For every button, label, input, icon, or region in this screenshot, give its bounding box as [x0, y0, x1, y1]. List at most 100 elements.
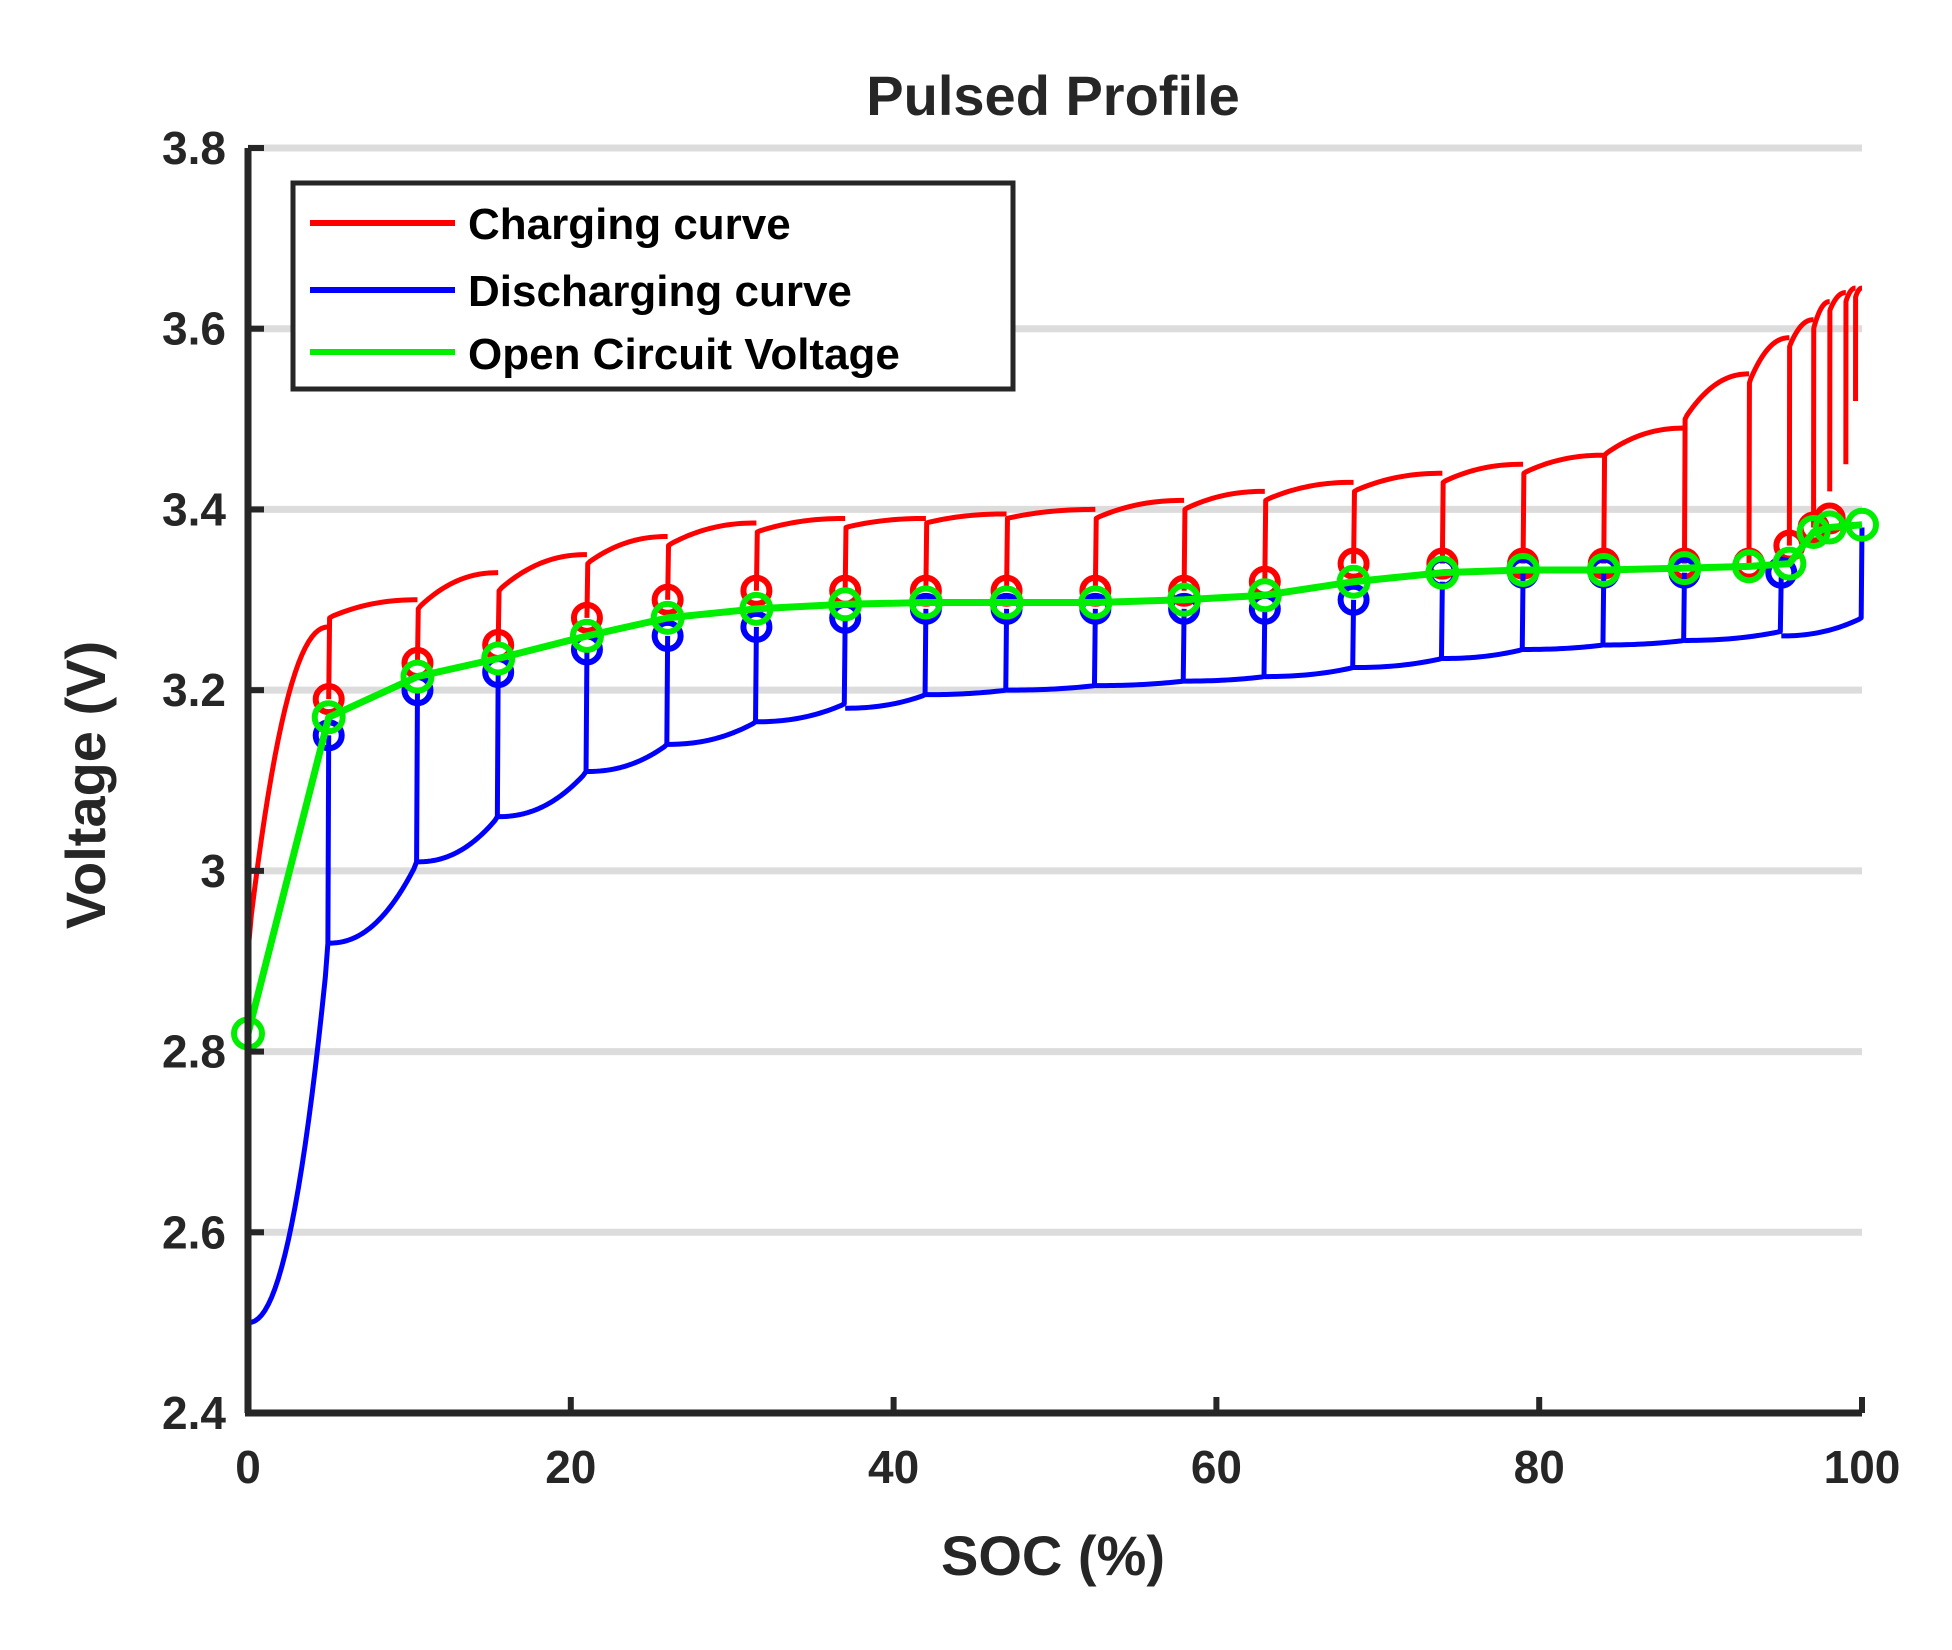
charging-pulse — [842, 515, 926, 591]
y-tick-label: 3.8 — [162, 122, 226, 174]
x-tick-label: 80 — [1514, 1441, 1565, 1493]
ocv-marker — [1772, 546, 1807, 581]
x-tick-label: 60 — [1191, 1441, 1242, 1493]
discharging-marker — [651, 619, 684, 652]
grid-layer — [248, 144, 1862, 1236]
discharging-pulse — [1523, 572, 1607, 652]
ocv-marker — [569, 618, 604, 653]
legend: Charging curve Discharging curve Open Ci… — [290, 180, 1016, 392]
charging-marker — [1337, 547, 1370, 580]
ocv-marker — [1425, 555, 1460, 590]
discharging-pulse — [1781, 527, 1865, 639]
discharging-pulse — [845, 608, 929, 711]
ocv-marker — [828, 587, 863, 622]
ocv-marker — [481, 641, 516, 676]
charging-pulse — [1439, 461, 1524, 564]
charging-series — [245, 285, 1865, 1007]
discharging-pulse — [1684, 572, 1784, 643]
charging-marker — [651, 583, 684, 616]
discharging-pulse — [417, 672, 501, 865]
y-tick-label: 2.8 — [162, 1026, 226, 1078]
y-tick-label: 3.2 — [162, 664, 226, 716]
charging-pulse — [326, 597, 418, 700]
ocv-marker — [1845, 507, 1879, 542]
charging-pulse — [1786, 317, 1816, 546]
legend-label-charging: Charging curve — [468, 200, 791, 249]
ocv-marker — [1247, 578, 1282, 613]
charging-pulse — [1351, 470, 1443, 564]
ocv-marker — [311, 700, 346, 735]
charging-pulse — [1004, 506, 1096, 591]
y-tick-label: 2.4 — [162, 1387, 226, 1439]
series-layer — [231, 285, 1879, 1326]
x-axis-title: SOC (%) — [941, 1524, 1165, 1587]
x-tick-label: 20 — [545, 1441, 596, 1493]
ocv-marker — [908, 585, 943, 620]
discharging-marker — [1337, 583, 1370, 616]
y-tick-label: 3.4 — [162, 483, 226, 535]
discharging-pulse — [328, 690, 420, 946]
ocv-series — [231, 507, 1879, 1051]
discharging-pulse — [498, 649, 590, 820]
charging-pulse — [1520, 452, 1604, 564]
ocv-marker — [1732, 549, 1767, 584]
charging-pulse — [753, 515, 846, 591]
ocv-marker — [989, 585, 1024, 620]
legend-label-ocv: Open Circuit Voltage — [468, 330, 900, 379]
y-tick-label: 2.6 — [162, 1206, 226, 1258]
discharging-pulse — [667, 626, 759, 747]
ocv-marker — [1078, 585, 1113, 620]
charging-pulse — [1746, 335, 1791, 564]
discharging-pulse — [1095, 608, 1187, 689]
x-tick-label: 0 — [235, 1441, 261, 1493]
charging-pulse — [495, 552, 587, 646]
charging-pulse — [1843, 285, 1858, 465]
ocv-marker — [1336, 564, 1371, 599]
discharging-marker — [1765, 556, 1798, 589]
charging-pulse — [1181, 488, 1265, 591]
chart-title: Pulsed Profile — [866, 64, 1239, 127]
charging-marker — [570, 601, 603, 634]
charging-pulse — [1827, 290, 1848, 492]
charging-pulse — [1601, 425, 1685, 564]
charging-pulse — [245, 624, 329, 1007]
ocv-marker — [1167, 582, 1202, 617]
charging-pulse — [1681, 371, 1750, 564]
charging-pulse — [1853, 285, 1865, 402]
x-tick-label: 100 — [1824, 1441, 1901, 1493]
charging-marker — [312, 683, 345, 716]
charging-pulse — [414, 570, 499, 664]
discharging-pulse — [1442, 572, 1526, 662]
charging-pulse — [923, 511, 1007, 591]
x-tick-label: 40 — [868, 1441, 919, 1493]
discharging-pulse — [1264, 599, 1357, 680]
charging-marker — [740, 574, 773, 607]
discharging-pulse — [925, 608, 1010, 698]
charging-pulse — [1262, 479, 1354, 582]
ocv-marker — [400, 659, 435, 694]
ocv-marker — [1667, 551, 1702, 586]
discharging-pulse — [247, 735, 332, 1326]
charging-pulse — [665, 520, 757, 600]
discharging-pulse — [756, 617, 848, 725]
charging-pulse — [1092, 497, 1185, 591]
ocv-marker — [650, 600, 685, 635]
axes-layer — [244, 148, 1862, 1417]
discharging-pulse — [1184, 608, 1268, 684]
discharging-pulse — [1353, 581, 1445, 671]
ocv-marker — [1796, 515, 1831, 550]
legend-label-discharging: Discharging curve — [468, 267, 852, 316]
discharging-pulse — [1006, 608, 1098, 693]
discharging-pulse — [1603, 572, 1687, 648]
y-tick-label: 3 — [200, 845, 226, 897]
y-axis-title: Voltage (V) — [54, 641, 117, 929]
ocv-marker — [1506, 552, 1541, 587]
charging-pulse — [584, 534, 668, 618]
ticks-layer: 2.4 2.6 2.8 3 3.2 3.4 3.6 3.8 0 20 40 60 80 100 — [162, 122, 1900, 1493]
y-tick-label: 3.6 — [162, 303, 226, 355]
ocv-marker — [1586, 552, 1621, 587]
charging-pulse — [1811, 299, 1832, 528]
ocv-marker — [1812, 510, 1847, 545]
